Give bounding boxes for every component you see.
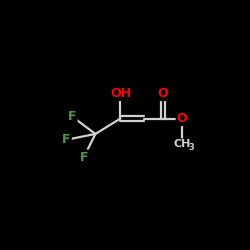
Text: O: O xyxy=(158,87,168,100)
Text: OH: OH xyxy=(110,87,131,100)
Text: F: F xyxy=(62,133,71,146)
Text: F: F xyxy=(80,150,88,164)
Text: CH: CH xyxy=(173,138,191,148)
Text: 3: 3 xyxy=(188,142,194,152)
Text: O: O xyxy=(177,112,187,125)
Text: F: F xyxy=(68,110,76,123)
